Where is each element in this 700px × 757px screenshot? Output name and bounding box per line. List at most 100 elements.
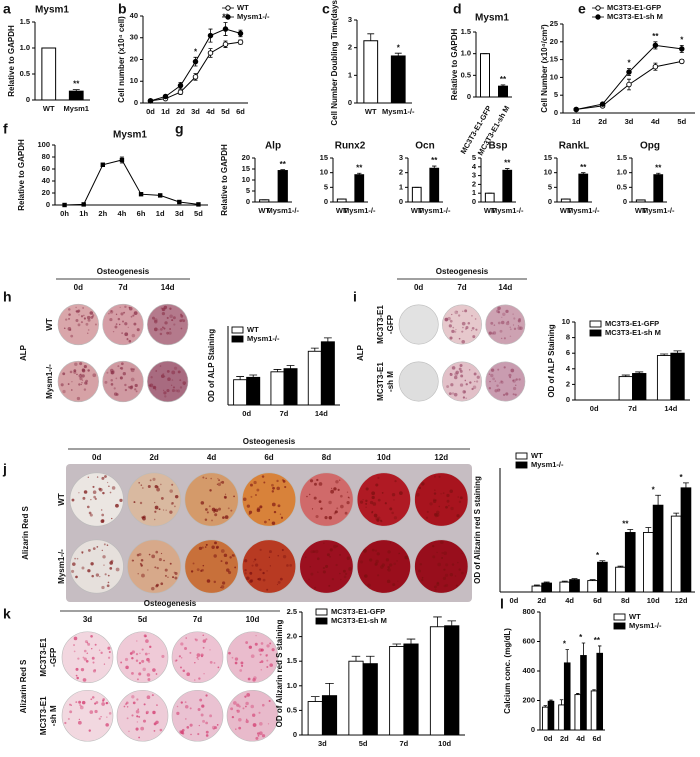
stain-spot <box>103 663 106 665</box>
culture-dish <box>57 303 99 346</box>
stain-spot <box>62 389 66 394</box>
chart-title: Bsp <box>489 141 508 152</box>
stain-spot <box>371 495 375 500</box>
y-axis-label: Cell number (x10⁴ cell) <box>117 16 126 103</box>
stain-spot <box>376 518 380 522</box>
stain-spot <box>266 588 269 591</box>
stain-spot <box>147 569 149 571</box>
stain-spot <box>205 730 209 734</box>
x-tick-label: 4d <box>565 596 574 605</box>
stain-spot <box>433 492 437 495</box>
chart-title: Alp <box>265 141 281 152</box>
x-tick-label: 0d <box>510 596 519 605</box>
stain-spot <box>76 676 79 680</box>
x-tick-label: 4d <box>206 107 215 116</box>
stain-spot <box>171 319 174 322</box>
bar <box>411 186 422 203</box>
stain-spot <box>198 546 203 551</box>
x-tick-label: 2h <box>98 209 107 218</box>
stain-spot <box>73 370 77 374</box>
stain-spot <box>404 555 409 560</box>
column-label: 6d <box>264 453 273 462</box>
stain-spot <box>194 662 196 664</box>
stain-spot <box>208 505 211 508</box>
row-label: MC3T3-E1 <box>376 362 385 401</box>
bar <box>498 85 508 98</box>
stain-spot <box>180 642 184 646</box>
stain-spot <box>322 566 325 570</box>
y-tick-label: 10 <box>320 168 328 177</box>
stain-spot <box>83 314 85 317</box>
stain-spot <box>182 669 186 673</box>
column-label: 3d <box>83 615 92 624</box>
stain-spot <box>322 570 326 574</box>
stain-spot <box>220 481 222 484</box>
stain-spot <box>374 563 378 566</box>
stain-spot <box>205 638 208 641</box>
stain-spot <box>64 721 67 725</box>
legend-swatch <box>315 617 328 625</box>
stain-spot <box>122 372 126 376</box>
stain-spot <box>121 332 123 334</box>
stain-spot <box>83 317 86 320</box>
bar <box>321 695 338 736</box>
stain-spot <box>455 328 457 331</box>
stain-spot <box>108 650 111 654</box>
column-label: 7d <box>118 283 127 292</box>
x-tick-label: 5d <box>194 209 203 218</box>
stain-spot <box>258 577 262 581</box>
stain-spot <box>391 511 394 515</box>
stain-spot <box>164 574 167 577</box>
stain-spot <box>91 656 95 660</box>
error-bar <box>280 169 286 171</box>
bar <box>429 626 446 736</box>
culture-dish <box>184 472 239 527</box>
x-tick-label: WT <box>43 104 55 113</box>
stain-spot <box>166 389 170 393</box>
stain-spot <box>87 476 89 478</box>
stain-spot <box>132 559 134 562</box>
stain-spot <box>106 481 109 484</box>
stain-spot <box>316 557 320 561</box>
error-bar <box>683 482 689 488</box>
stain-spot <box>313 496 317 500</box>
y-tick-label: 0 <box>566 395 570 404</box>
stain-spot <box>434 513 439 518</box>
x-tick-label: 14d <box>315 409 328 418</box>
stain-spot <box>159 332 163 336</box>
stain-spot <box>446 493 450 498</box>
y-tick-label: 10 <box>550 72 558 81</box>
stain-spot <box>252 713 256 717</box>
stain-spot <box>220 560 223 563</box>
stain-spot <box>346 501 350 505</box>
stain-spot <box>438 475 441 478</box>
error-bar <box>673 512 680 517</box>
stain-spot <box>162 389 165 392</box>
culture-dish <box>184 539 239 594</box>
stain-spot <box>446 499 450 503</box>
error-bar <box>635 371 644 374</box>
stain-spot <box>68 308 71 311</box>
error-bar <box>432 165 437 169</box>
stain-spot <box>156 566 159 570</box>
y-axis-label: OD of Alizarin red S staining <box>275 620 284 728</box>
panel-label: k <box>3 606 11 622</box>
stain-spot <box>126 717 129 720</box>
marker <box>177 82 184 89</box>
stain-spot <box>499 329 503 333</box>
stain-spot <box>277 554 280 557</box>
stain-spot <box>86 315 91 320</box>
stain-spot <box>130 315 133 318</box>
stain-spot <box>115 503 119 508</box>
stain-spot <box>365 499 368 503</box>
stain-label: Alizarin Red S <box>21 505 30 559</box>
stain-spot <box>258 648 263 652</box>
stain-spot <box>136 698 139 701</box>
stain-spot <box>330 489 335 494</box>
column-label: 8d <box>322 453 331 462</box>
y-axis-label: OD of Alizarin red S staining <box>473 476 482 584</box>
stain-spot <box>144 635 147 638</box>
stain-spot <box>80 383 82 386</box>
stain-spot <box>209 714 213 718</box>
stain-spot <box>94 323 97 326</box>
